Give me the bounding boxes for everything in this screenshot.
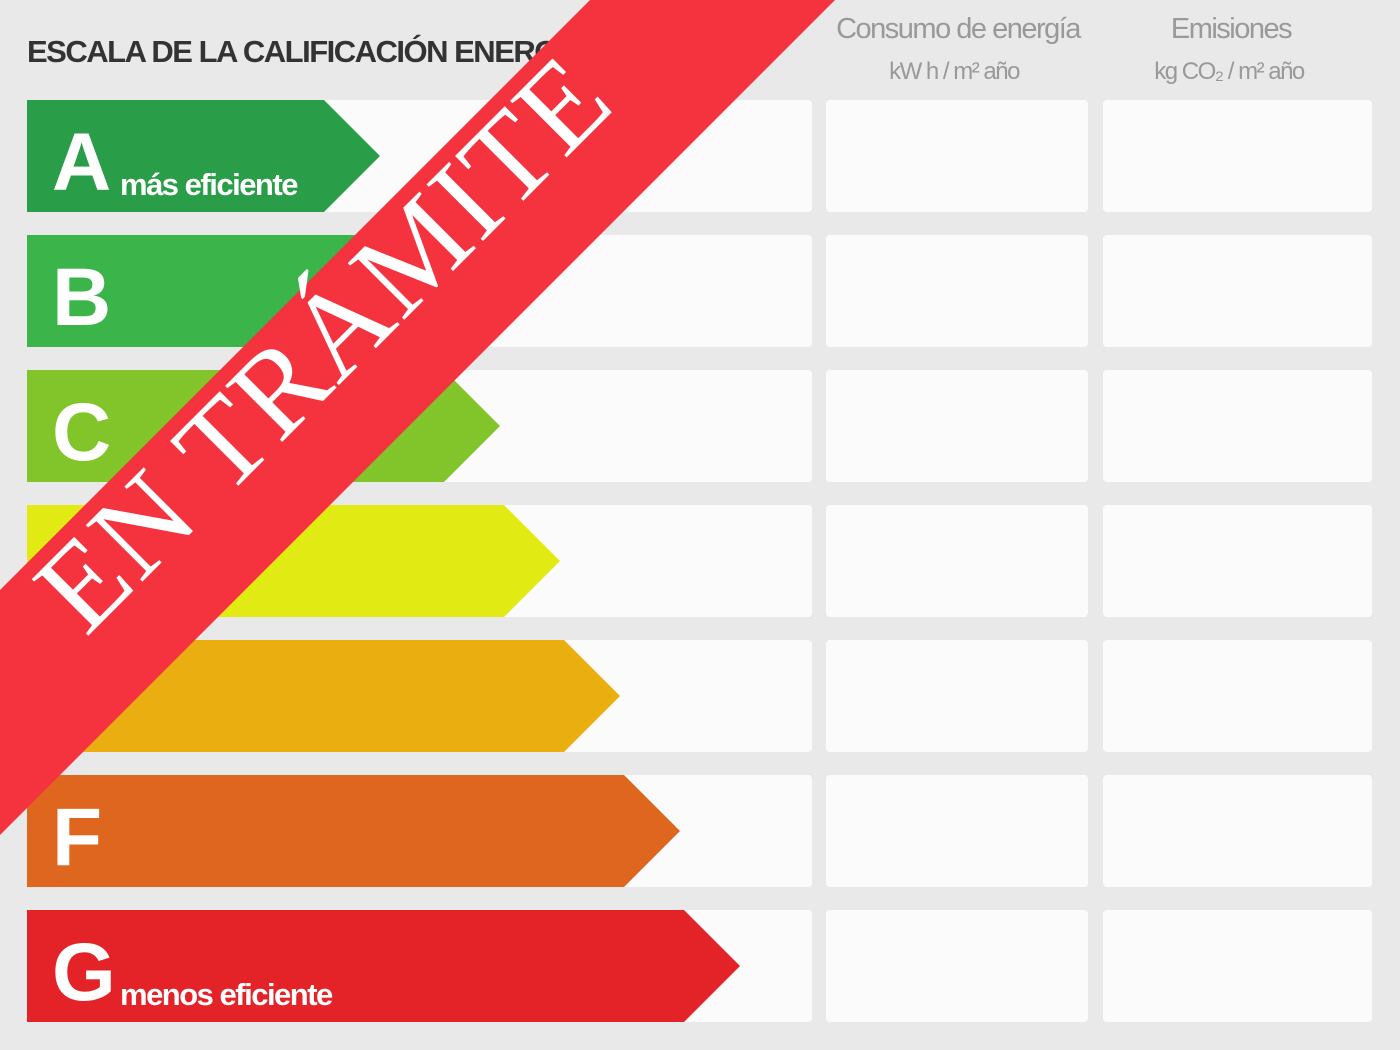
rating-arrow-f xyxy=(27,775,680,887)
rating-caption: menos eficiente xyxy=(120,977,333,1012)
energy-value-cell xyxy=(826,640,1088,752)
rating-letter: A xyxy=(52,117,111,208)
emissions-value-cell xyxy=(1103,100,1372,212)
rating-row-f: F xyxy=(27,775,1372,887)
rating-letter: B xyxy=(52,252,111,343)
emissions-value-cell xyxy=(1103,370,1372,482)
rating-arrow-g xyxy=(27,910,740,1022)
rating-letter: F xyxy=(52,792,102,883)
rating-row-b: B xyxy=(27,235,1372,347)
energy-value-cell xyxy=(826,235,1088,347)
rating-arrow-e xyxy=(27,640,620,752)
banner-band xyxy=(0,0,835,835)
energy-value-cell xyxy=(826,505,1088,617)
emissions-value-cell xyxy=(1103,640,1372,752)
emissions-value-cell xyxy=(1103,775,1372,887)
rating-letter: C xyxy=(52,387,111,478)
emissions-value-cell xyxy=(1103,235,1372,347)
rating-arrow-a xyxy=(27,100,380,212)
rating-row-e: E xyxy=(27,640,1372,752)
energy-value-cell xyxy=(826,910,1088,1022)
energy-value-cell xyxy=(826,775,1088,887)
emissions-value-cell xyxy=(1103,505,1372,617)
emissions-value-cell xyxy=(1103,910,1372,1022)
emissions-column-header: Emisiones xyxy=(1171,13,1292,45)
energy-column-unit: kW h / m² año xyxy=(889,58,1020,85)
rating-letter: G xyxy=(52,927,116,1018)
emissions-column-unit: kg CO₂ / m² año xyxy=(1154,58,1305,85)
energy-value-cell xyxy=(826,100,1088,212)
rating-caption: más eficiente xyxy=(120,167,298,202)
energy-column-header: Consumo de energía xyxy=(836,13,1082,45)
energy-value-cell xyxy=(826,370,1088,482)
